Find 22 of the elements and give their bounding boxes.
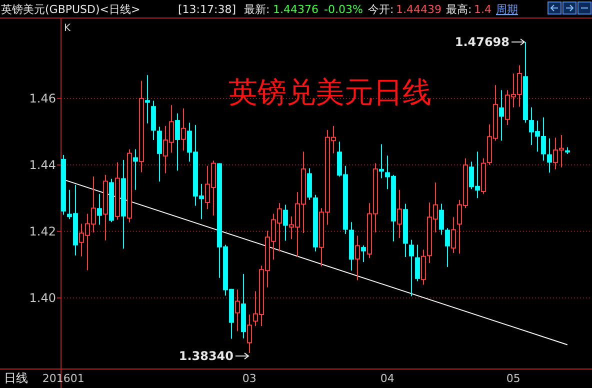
text: 周期 xyxy=(496,3,518,16)
y-tick-label: 1.40 xyxy=(29,290,56,305)
text: 1.44376 xyxy=(273,3,318,16)
text: 今开: xyxy=(368,3,394,16)
y-tick-label: 1.46 xyxy=(29,91,56,106)
annotation: 1.38340 xyxy=(178,349,234,364)
x-tick-label: 05 xyxy=(506,372,520,385)
text: -0.03% xyxy=(324,3,363,16)
x-tick-label: 04 xyxy=(380,372,394,385)
text: 英镑兑美元日线 xyxy=(228,75,432,109)
text: 1.4 xyxy=(474,3,492,16)
annotation: K xyxy=(64,23,71,34)
text: 最新: xyxy=(244,3,270,16)
text: 1.44439 xyxy=(396,3,442,16)
text: 最高: xyxy=(446,3,472,16)
chart-subtitle: 英镑美元(GBPUSD)<日线> xyxy=(1,3,140,16)
annotation: 1.47698 xyxy=(454,35,510,49)
y-tick-label: 1.44 xyxy=(29,158,56,172)
text: [13:17:38] xyxy=(178,3,236,16)
y-tick-label: 1.42 xyxy=(29,224,56,238)
text: 日线 xyxy=(4,371,28,385)
x-tick-label: 03 xyxy=(242,372,256,385)
